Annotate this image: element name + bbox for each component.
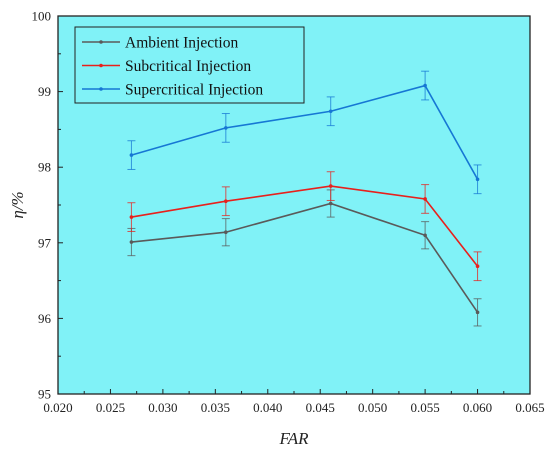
plot-area [58, 16, 530, 394]
y-axis-title: η/% [8, 191, 27, 218]
data-point [423, 197, 427, 201]
legend: Ambient Injection Subcritical Injection Su… [74, 26, 305, 104]
y-tick-label: 99 [38, 84, 51, 99]
data-point [129, 215, 134, 219]
legend-label: Ambient Injection [125, 35, 238, 52]
x-axis-title: FAR [279, 429, 310, 448]
x-tick-label: 0.040 [253, 400, 282, 415]
y-tick-label: 95 [38, 387, 51, 402]
x-tick-label: 0.060 [463, 400, 492, 415]
x-tick-label: 0.045 [306, 400, 335, 415]
y-tick-label: 96 [38, 311, 52, 326]
x-tick-label: 0.025 [96, 400, 125, 415]
x-tick-label: 0.055 [410, 400, 439, 415]
series-supercritical-injection [127, 70, 482, 195]
data-point [328, 201, 333, 206]
legend-label: Subcritical Injection [125, 58, 251, 75]
data-point [328, 184, 333, 188]
legend-label: Supercritical Injection [125, 82, 263, 99]
x-tick-label: 0.030 [148, 400, 177, 415]
data-point [224, 126, 228, 130]
series-layer [127, 70, 482, 327]
data-point [475, 310, 480, 315]
legend-marker [99, 63, 103, 68]
x-tick-label: 0.035 [201, 400, 230, 415]
legend-item: Subcritical Injection [82, 58, 251, 75]
legend-item: Ambient Injection [82, 35, 238, 52]
x-tick-label: 0.050 [358, 400, 387, 415]
legend-box [74, 26, 305, 104]
axis-ticks: 0.020 0.025 0.030 0.035 0.040 0.045 0.050 0.055… [32, 9, 545, 416]
data-point [423, 83, 427, 88]
x-tick-label: 0.020 [43, 400, 72, 415]
x-tick-label: 0.065 [515, 400, 544, 415]
data-point [423, 233, 427, 238]
legend-marker [99, 40, 103, 44]
data-point [328, 109, 333, 114]
legend-marker [99, 87, 103, 91]
plot-frame [57, 15, 531, 395]
y-tick-label: 98 [38, 160, 51, 175]
data-point [224, 230, 228, 235]
series-ambient-injection [127, 189, 482, 327]
data-point [475, 264, 480, 269]
y-tick-label: 97 [38, 235, 52, 250]
data-point [129, 240, 134, 244]
data-point [129, 153, 134, 157]
data-point [224, 199, 228, 204]
series-subcritical-injection [127, 171, 482, 282]
legend-item: Supercritical Injection [82, 82, 263, 99]
data-point [475, 177, 480, 182]
y-tick-label: 100 [32, 9, 52, 24]
